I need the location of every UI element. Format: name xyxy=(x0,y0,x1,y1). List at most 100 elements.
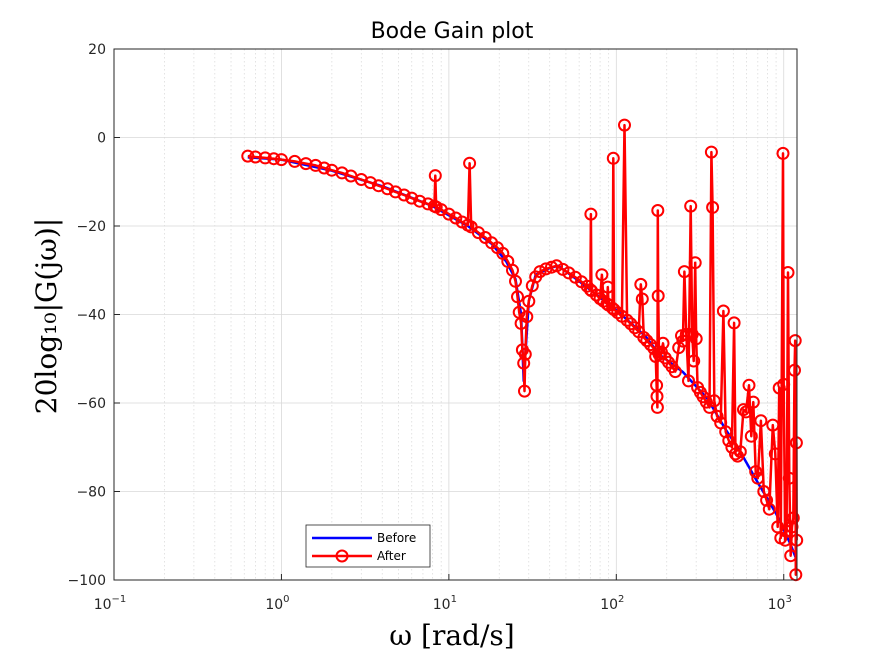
legend-box xyxy=(305,524,431,568)
x-tick-exponent: 2 xyxy=(618,594,624,605)
data-point xyxy=(781,266,795,279)
y-tick-label: −60 xyxy=(76,396,106,412)
data-point xyxy=(754,414,768,428)
data-point xyxy=(517,356,531,370)
data-point xyxy=(442,207,456,221)
y-tick-label: −100 xyxy=(68,573,106,589)
data-point xyxy=(768,447,782,461)
data-point xyxy=(677,265,691,279)
data-point xyxy=(650,400,664,414)
y-tick-label: −80 xyxy=(76,485,106,501)
data-point xyxy=(757,485,771,498)
legend-label-after: After xyxy=(377,549,406,563)
data-point xyxy=(463,156,477,170)
data-point xyxy=(397,188,411,202)
data-point xyxy=(618,118,631,132)
y-tick-label: −40 xyxy=(76,308,106,324)
data-point xyxy=(676,334,690,348)
data-point xyxy=(776,146,790,160)
data-point xyxy=(746,395,760,409)
legend-label-before: Before xyxy=(377,531,416,545)
data-point xyxy=(317,161,331,175)
data-point xyxy=(267,152,281,166)
data-point xyxy=(518,384,531,398)
data-point xyxy=(707,394,721,408)
data-point xyxy=(786,511,800,525)
data-point xyxy=(682,374,695,388)
x-tick-label: 10−1 xyxy=(94,594,127,613)
data-point xyxy=(606,151,620,165)
x-tick-exponent: −1 xyxy=(112,594,127,605)
data-point xyxy=(749,465,763,479)
data-point xyxy=(620,313,634,327)
data-point xyxy=(760,493,774,507)
x-tick-exponent: 3 xyxy=(785,594,791,605)
data-point xyxy=(733,445,747,459)
data-point xyxy=(651,204,665,217)
data-point xyxy=(689,332,703,346)
series-after xyxy=(241,118,804,582)
x-tick-exponent: 0 xyxy=(283,594,289,605)
data-point xyxy=(637,331,651,344)
data-point xyxy=(595,268,609,282)
data-point xyxy=(656,336,670,350)
data-point xyxy=(644,338,657,352)
data-point xyxy=(511,290,524,304)
data-point xyxy=(381,182,394,196)
data-point xyxy=(628,321,642,335)
x-tick-label: 101 xyxy=(433,594,457,613)
data-point xyxy=(520,310,534,324)
data-point xyxy=(522,294,536,308)
data-point xyxy=(706,200,720,214)
data-point xyxy=(668,365,682,379)
data-point xyxy=(688,256,702,270)
data-point xyxy=(751,471,765,485)
data-point xyxy=(249,150,262,164)
data-point xyxy=(722,434,736,448)
data-point xyxy=(727,316,741,330)
y-axis-label: 20log₁₀|G(jω)| xyxy=(30,218,63,414)
data-point xyxy=(777,377,791,391)
data-point xyxy=(309,158,323,172)
data-point xyxy=(672,341,686,355)
data-point xyxy=(704,145,718,159)
y-tick-label: −20 xyxy=(76,219,106,235)
data-point xyxy=(421,197,435,211)
data-point xyxy=(766,418,780,432)
data-point xyxy=(651,289,665,303)
data-point xyxy=(762,502,776,516)
data-point xyxy=(744,429,758,443)
data-point xyxy=(782,471,796,485)
data-point xyxy=(635,292,649,306)
data-point xyxy=(584,207,598,221)
x-axis-label: ω [rad/s] xyxy=(389,619,514,652)
data-point xyxy=(710,409,724,423)
data-point xyxy=(607,303,621,317)
data-point xyxy=(716,304,730,318)
data-point xyxy=(389,185,402,199)
data-point xyxy=(241,149,255,163)
legend-marker-after xyxy=(335,549,349,563)
data-point xyxy=(742,378,756,392)
data-point xyxy=(550,259,564,273)
data-point xyxy=(363,176,377,190)
x-tick-label: 100 xyxy=(265,594,289,613)
y-tick-label: 20 xyxy=(88,42,106,58)
x-tick-label: 102 xyxy=(600,594,624,613)
data-point xyxy=(509,274,522,288)
y-tick-label: 0 xyxy=(97,131,106,147)
data-point xyxy=(739,405,753,419)
series-layer xyxy=(241,118,804,582)
data-point xyxy=(640,334,654,348)
data-point xyxy=(788,334,802,348)
x-tick-exponent: 1 xyxy=(451,594,457,605)
data-point xyxy=(405,191,419,205)
data-point xyxy=(784,549,798,563)
legend: Before After xyxy=(305,524,431,568)
data-point xyxy=(533,265,547,279)
data-point xyxy=(687,354,701,368)
data-point xyxy=(788,363,801,377)
y-axis-ticks: 20 0 −20 −40 −60 −80 −100 xyxy=(68,42,120,589)
data-point xyxy=(428,169,442,183)
